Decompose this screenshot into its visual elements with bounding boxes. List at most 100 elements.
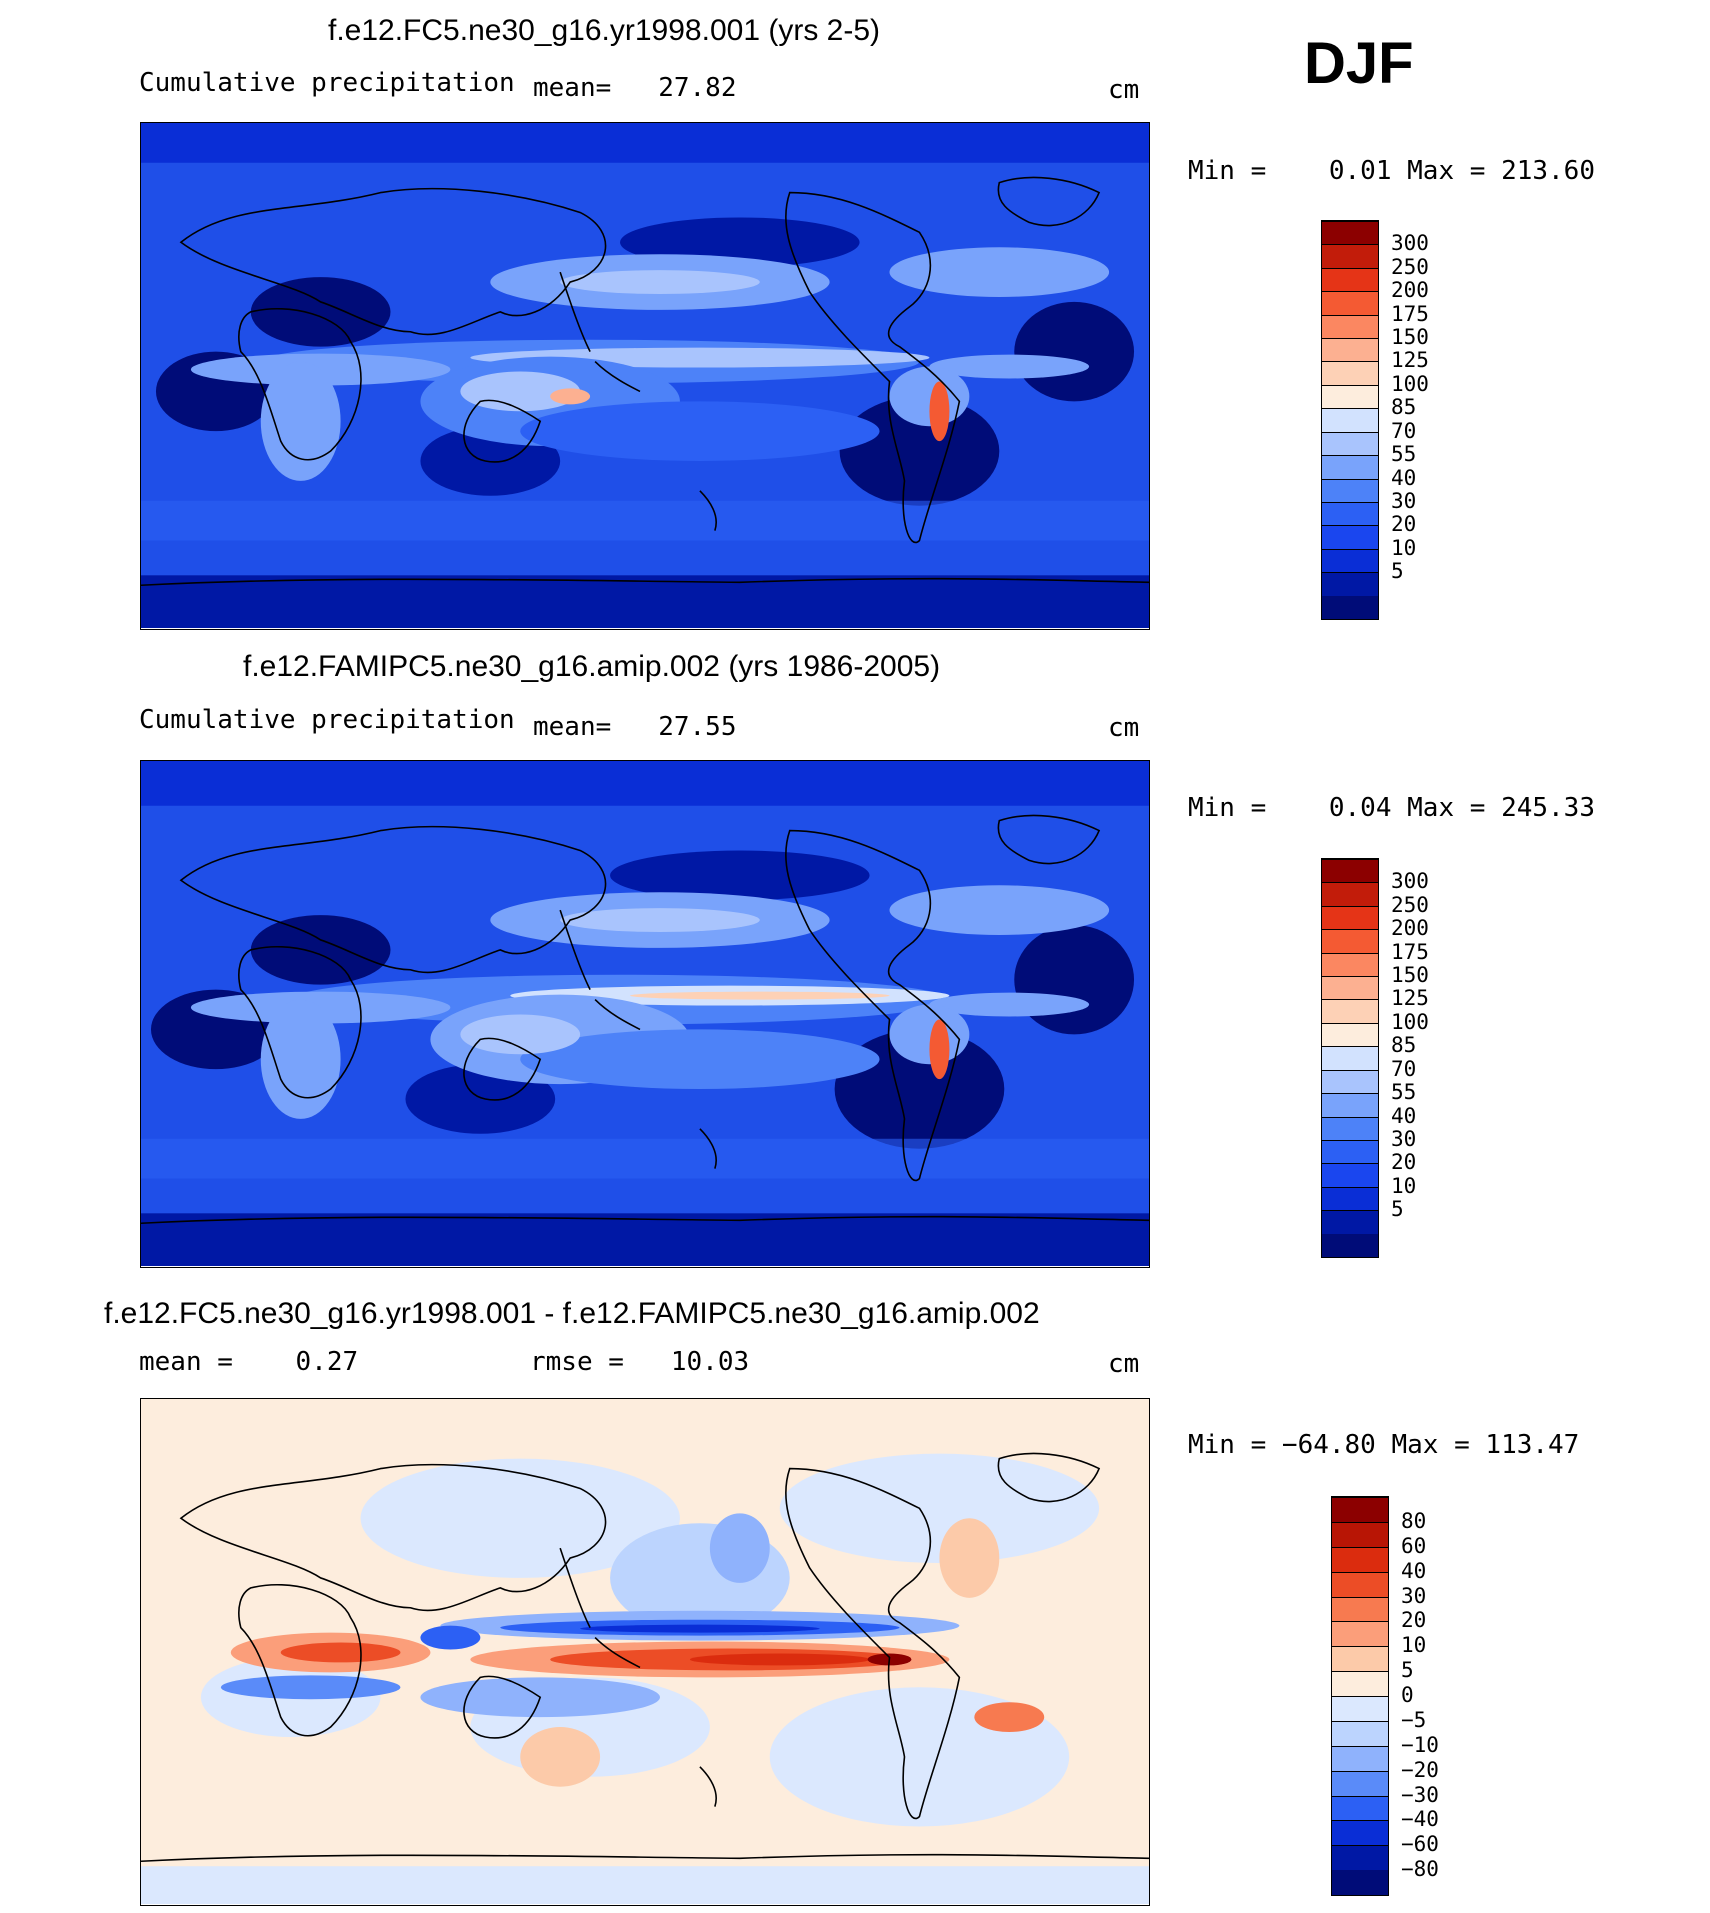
season-label: DJF	[1304, 31, 1414, 96]
colorbar-segment	[1322, 595, 1378, 619]
colorbar-segment	[1322, 1186, 1378, 1211]
colorbar-segment	[1322, 478, 1378, 502]
colorbar-segment	[1332, 1546, 1388, 1572]
colorbar-level-label: 55	[1391, 1080, 1417, 1105]
colorbar-level-label: 40	[1391, 465, 1417, 490]
colorbar-segment	[1332, 1770, 1388, 1796]
colorbar-segment	[1322, 267, 1378, 292]
colorbar-level-label: 5	[1391, 1197, 1404, 1222]
colorbar-segment	[1322, 1116, 1378, 1140]
colorbar-level-label: 10	[1391, 1173, 1417, 1198]
panel1-mean: mean= 27.82	[533, 73, 737, 103]
panel2-map	[140, 760, 1150, 1268]
colorbar-level-label: −60	[1401, 1832, 1439, 1857]
colorbar-segment	[1332, 1497, 1388, 1522]
colorbar-level-label: −20	[1401, 1757, 1439, 1782]
panel3-units: cm	[1108, 1349, 1140, 1379]
colorbar-level-label: 10	[1401, 1633, 1427, 1658]
colorbar-segment	[1332, 1571, 1388, 1597]
colorbar-level-label: 175	[1391, 939, 1429, 964]
panel1-colorbar	[1321, 220, 1379, 620]
colorbar-segment	[1322, 859, 1378, 883]
colorbar-segment	[1332, 1521, 1388, 1547]
panel3-minmax: Min = −64.80 Max = 113.47	[1188, 1430, 1580, 1460]
colorbar-segment	[1322, 882, 1378, 906]
colorbar-level-label: 60	[1401, 1533, 1427, 1558]
colorbar-level-label: 85	[1391, 395, 1417, 420]
colorbar-level-label: 55	[1391, 442, 1417, 467]
colorbar-level-label: 125	[1391, 986, 1429, 1011]
colorbar-segment	[1322, 572, 1378, 596]
colorbar-segment	[1322, 384, 1378, 409]
panel1-units: cm	[1108, 75, 1140, 105]
colorbar-level-label: 250	[1391, 892, 1429, 917]
colorbar-segment	[1332, 1596, 1388, 1622]
colorbar-segment	[1322, 999, 1378, 1023]
colorbar-level-label: 85	[1391, 1033, 1417, 1058]
colorbar-segment	[1322, 244, 1378, 268]
colorbar-segment	[1332, 1696, 1388, 1721]
colorbar-segment	[1322, 361, 1378, 385]
colorbar-segment	[1322, 1093, 1378, 1117]
colorbar-segment	[1322, 291, 1378, 315]
colorbar-segment	[1322, 929, 1378, 953]
colorbar-level-label: 300	[1391, 231, 1429, 256]
colorbar-level-label: 70	[1391, 1056, 1417, 1081]
colorbar-level-label: 100	[1391, 1009, 1429, 1034]
panel2-units: cm	[1108, 713, 1140, 743]
panel1-map	[140, 122, 1150, 630]
colorbar-segment	[1322, 221, 1378, 245]
colorbar-segment	[1332, 1671, 1388, 1696]
colorbar-segment	[1322, 976, 1378, 1000]
colorbar-level-label: 40	[1401, 1558, 1427, 1583]
colorbar-segment	[1322, 1163, 1378, 1187]
colorbar-level-label: −10	[1401, 1732, 1439, 1757]
colorbar-segment	[1322, 1046, 1378, 1070]
colorbar-segment	[1322, 1139, 1378, 1164]
colorbar-segment	[1332, 1646, 1388, 1672]
colorbar-segment	[1322, 548, 1378, 573]
panel2-variable-label: Cumulative precipitation	[139, 705, 515, 735]
colorbar-level-label: 300	[1391, 869, 1429, 894]
colorbar-level-label: 200	[1391, 278, 1429, 303]
panel2-colorbar	[1321, 858, 1379, 1258]
colorbar-level-label: 150	[1391, 963, 1429, 988]
colorbar-segment	[1322, 408, 1378, 432]
panel2-title: f.e12.FAMIPC5.ne30_g16.amip.002 (yrs 198…	[243, 650, 941, 683]
panel3-rmse: rmse = 10.03	[530, 1347, 750, 1377]
colorbar-level-label: 80	[1401, 1508, 1427, 1533]
colorbar-level-label: 20	[1391, 1150, 1417, 1175]
colorbar-segment	[1332, 1870, 1388, 1895]
colorbar-level-label: 0	[1401, 1683, 1414, 1707]
colorbar-level-label: 5	[1401, 1658, 1414, 1683]
panel1-variable-label: Cumulative precipitation	[139, 68, 515, 98]
colorbar-segment	[1322, 338, 1378, 362]
panel2-minmax: Min = 0.04 Max = 245.33	[1188, 793, 1595, 823]
colorbar-segment	[1322, 905, 1378, 930]
panel3-colorbar	[1331, 1496, 1389, 1896]
colorbar-segment	[1332, 1720, 1388, 1746]
colorbar-segment	[1322, 525, 1378, 549]
colorbar-level-label: 10	[1391, 535, 1417, 560]
colorbar-level-label: 250	[1391, 254, 1429, 279]
colorbar-level-label: −80	[1401, 1857, 1439, 1882]
colorbar-level-label: −30	[1401, 1782, 1439, 1807]
panel2-mean: mean= 27.55	[533, 712, 737, 742]
colorbar-segment	[1322, 314, 1378, 339]
colorbar-segment	[1322, 501, 1378, 526]
colorbar-level-label: −5	[1401, 1707, 1427, 1732]
colorbar-segment	[1332, 1621, 1388, 1647]
colorbar-level-label: 20	[1401, 1608, 1427, 1633]
panel1-minmax: Min = 0.01 Max = 213.60	[1188, 156, 1595, 186]
colorbar-segment	[1332, 1845, 1388, 1871]
panel3-map	[140, 1398, 1150, 1906]
colorbar-level-label: 125	[1391, 348, 1429, 373]
colorbar-level-label: 30	[1391, 488, 1417, 513]
colorbar-level-label: 200	[1391, 916, 1429, 941]
colorbar-level-label: 150	[1391, 325, 1429, 350]
colorbar-level-label: 5	[1391, 559, 1404, 584]
colorbar-segment	[1322, 1022, 1378, 1047]
colorbar-segment	[1332, 1820, 1388, 1846]
colorbar-level-label: 70	[1391, 418, 1417, 443]
colorbar-level-label: 30	[1391, 1126, 1417, 1151]
